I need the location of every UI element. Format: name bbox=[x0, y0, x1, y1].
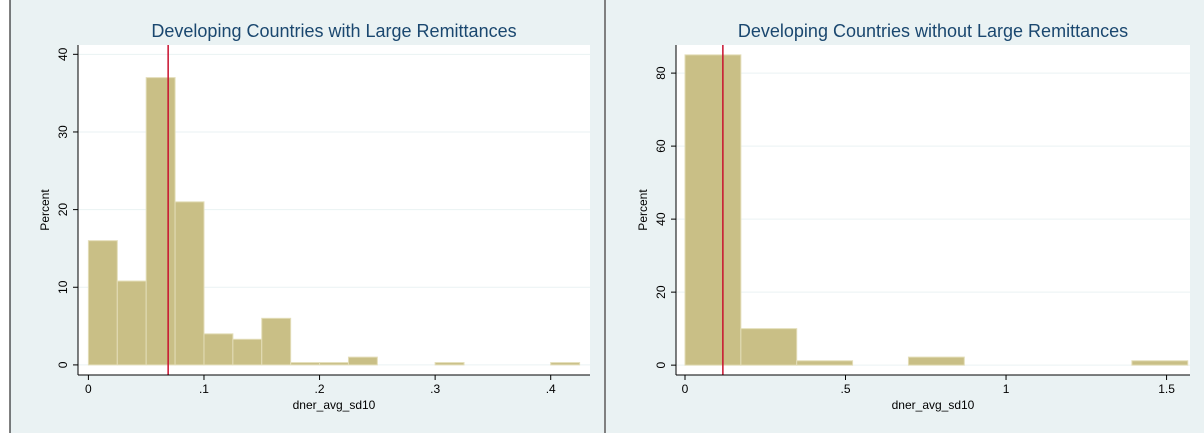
bar bbox=[145, 77, 176, 366]
bar bbox=[290, 362, 321, 366]
y-tick-label: 0 bbox=[654, 361, 668, 368]
y-tick-label: 30 bbox=[56, 125, 70, 139]
y-tick-label: 20 bbox=[654, 285, 668, 299]
bar bbox=[1131, 360, 1189, 366]
x-tick-label: .4 bbox=[546, 382, 556, 396]
x-tick-label: .1 bbox=[199, 382, 209, 396]
bar bbox=[261, 317, 292, 366]
x-tick-label: 1.5 bbox=[1158, 382, 1175, 396]
y-tick-label: 20 bbox=[56, 203, 70, 217]
x-tick-label: .5 bbox=[841, 382, 851, 396]
bar bbox=[796, 360, 854, 366]
bar bbox=[740, 328, 798, 366]
bar bbox=[174, 201, 205, 366]
bar bbox=[434, 362, 465, 366]
x-tick-label: 0 bbox=[85, 382, 92, 396]
x-tick-label: 0 bbox=[682, 382, 689, 396]
x-tick-label: .2 bbox=[315, 382, 325, 396]
chart-title: Developing Countries without Large Remit… bbox=[738, 21, 1128, 41]
bar bbox=[347, 356, 378, 366]
x-axis-label: dner_avg_sd10 bbox=[293, 398, 376, 412]
bar bbox=[907, 356, 965, 366]
y-tick-label: 40 bbox=[56, 47, 70, 61]
bar bbox=[232, 338, 263, 366]
bar bbox=[319, 362, 349, 366]
plot-area bbox=[676, 45, 1190, 375]
bar bbox=[203, 333, 234, 366]
x-tick-label: .3 bbox=[430, 382, 440, 396]
chart-title: Developing Countries with Large Remittan… bbox=[151, 21, 516, 41]
y-axis-label: Percent bbox=[636, 189, 650, 231]
bar bbox=[550, 362, 581, 366]
bar bbox=[116, 280, 147, 366]
y-tick-label: 10 bbox=[56, 280, 70, 294]
y-tick-label: 0 bbox=[56, 361, 70, 368]
x-axis-label: dner_avg_sd10 bbox=[892, 398, 975, 412]
y-tick-label: 60 bbox=[654, 139, 668, 153]
x-tick-label: 1 bbox=[1003, 382, 1010, 396]
y-axis-label: Percent bbox=[38, 189, 52, 231]
y-tick-label: 40 bbox=[654, 212, 668, 226]
bar bbox=[684, 54, 742, 366]
bar bbox=[87, 240, 118, 366]
y-tick-label: 80 bbox=[654, 66, 668, 80]
